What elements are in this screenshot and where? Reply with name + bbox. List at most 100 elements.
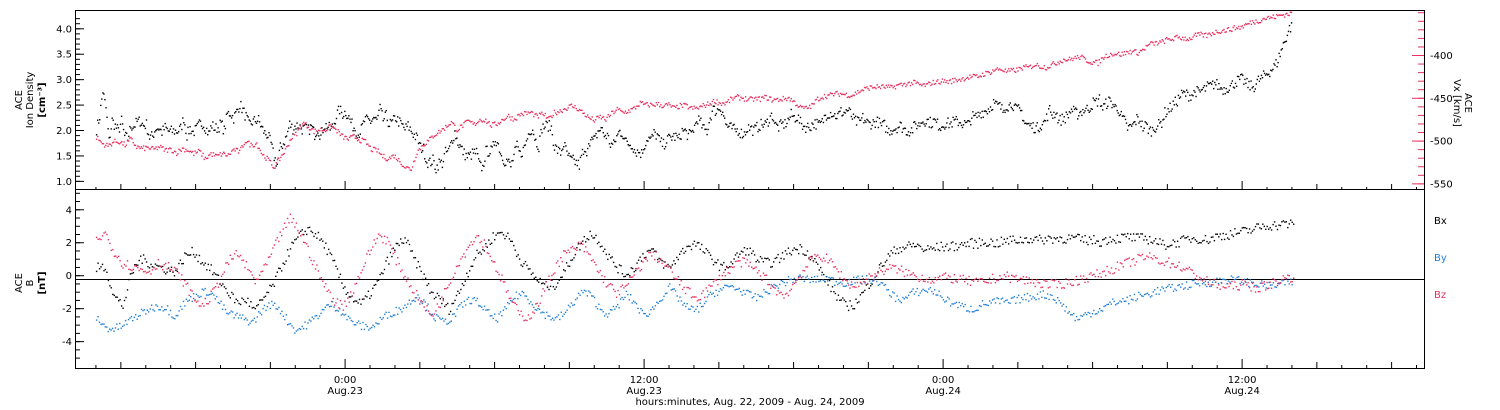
bx-series-point [1246, 227, 1248, 230]
by-series-point [550, 319, 552, 321]
by-series-point [947, 296, 949, 298]
density-series-point [417, 142, 420, 145]
bz-series-point [817, 254, 819, 256]
vx-series-point [312, 128, 314, 130]
bx-series-point [504, 237, 506, 240]
bx-series-point [695, 245, 697, 247]
density-series-point [595, 132, 597, 135]
by-series-point [517, 298, 519, 300]
density-series-point [1170, 110, 1172, 112]
bz-series-point [830, 258, 832, 260]
vx-series-point [546, 116, 549, 119]
by-series-point [103, 323, 105, 325]
bz-series-point [289, 213, 292, 216]
bz-series-point [345, 305, 347, 307]
by-series-point [793, 277, 795, 280]
by-series-point [407, 303, 409, 305]
density-series-point [901, 131, 903, 133]
density-series-point [184, 124, 186, 126]
density-series-point [1090, 108, 1092, 110]
by-series-point [242, 314, 244, 316]
by-series-point [340, 314, 342, 316]
bx-series-point [100, 266, 102, 268]
vx-series-point [1171, 38, 1174, 41]
bx-series-point [1031, 241, 1033, 244]
density-series-point [361, 123, 364, 125]
density-series-point [898, 126, 900, 128]
vx-series-point [1199, 34, 1201, 36]
bx-series-point [373, 284, 375, 286]
density-series-point [704, 128, 706, 131]
density-series-point [662, 138, 665, 141]
bz-series-point [1147, 256, 1149, 258]
density-series-point [885, 131, 887, 133]
bx-series-point [798, 252, 800, 255]
vx-series-point [735, 95, 738, 97]
bz-series-point [731, 266, 734, 269]
by-series-point [850, 284, 852, 286]
vx-series-point [1164, 38, 1167, 40]
density-series-point [660, 137, 663, 139]
vx-series-point [879, 87, 882, 90]
by-series-point [1046, 293, 1049, 295]
by-series-point [298, 327, 300, 330]
bz-series-point [950, 281, 953, 284]
bz-series-point [410, 285, 412, 287]
legend-bz: Bz [1434, 290, 1446, 301]
by-series-point [1271, 284, 1273, 286]
bx-series-point [242, 298, 245, 301]
vx-series-point [1210, 35, 1213, 37]
density-series-point [842, 114, 844, 116]
density-series-point [1239, 78, 1241, 81]
bz-series-point [1149, 252, 1151, 254]
vx-series-point [97, 135, 99, 138]
density-series-point [192, 130, 194, 132]
density-series-point [427, 166, 429, 169]
bz-series-point [494, 261, 496, 263]
bz-series-point [322, 280, 324, 282]
density-series-point [1024, 122, 1026, 125]
density-series-point [337, 105, 340, 108]
bz-series-point [549, 279, 552, 281]
vx-series-point [948, 79, 950, 82]
by-series-point [1125, 300, 1127, 302]
by-series-point [880, 282, 882, 284]
vx-series-point [1162, 40, 1164, 42]
by-series-point [288, 323, 290, 325]
bz-series-point [756, 272, 759, 274]
bz-series-point [1013, 276, 1016, 278]
bz-series-point [753, 267, 756, 269]
bz-series-point [1037, 281, 1039, 284]
bx-series-point [214, 273, 217, 275]
vx-series-point [942, 81, 945, 83]
by-series-point [1070, 314, 1072, 316]
by-series-point [349, 317, 351, 319]
bx-series-point [1241, 227, 1243, 229]
density-series-point [176, 132, 179, 134]
vx-series-point [733, 97, 735, 99]
bz-series-point [1135, 261, 1138, 263]
by-series-point [524, 295, 526, 297]
bz-series-point [1157, 262, 1160, 264]
bz-series-point [980, 277, 982, 280]
vx-series-point [849, 96, 851, 99]
density-series-point [254, 121, 257, 123]
density-series-point [905, 134, 908, 136]
bx-series-point [1040, 237, 1042, 239]
vx-series-point [416, 153, 418, 156]
by-series-point [795, 279, 797, 282]
bz-series-point [806, 266, 809, 268]
density-series-point [1059, 114, 1061, 117]
bz-series-point [1193, 272, 1195, 275]
vx-series-point [773, 98, 775, 100]
vx-series-point [744, 96, 747, 98]
density-series-point [216, 131, 218, 133]
bz-series-point [1290, 281, 1292, 283]
vx-series-point [1231, 30, 1233, 33]
density-series-point [289, 120, 291, 122]
vx-series-point [1025, 64, 1027, 66]
density-series-point [261, 125, 263, 127]
density-series-point [551, 134, 554, 136]
by-series-point [703, 302, 706, 305]
bz-series-point [316, 264, 318, 266]
